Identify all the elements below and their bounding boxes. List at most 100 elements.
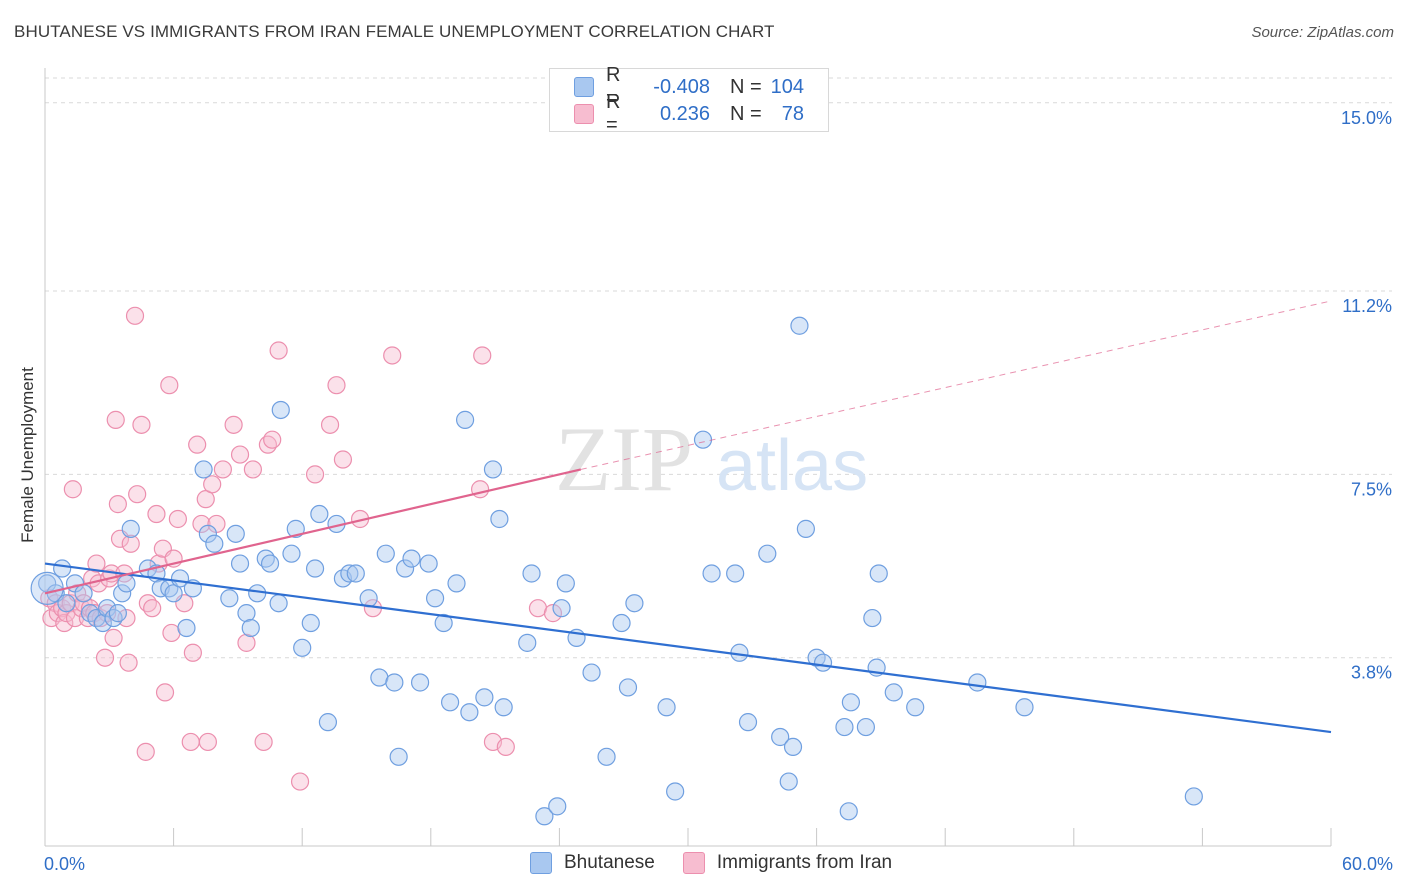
legend-label-bhutanese: Bhutanese [564,852,655,873]
data-point-iran [119,653,138,672]
trend-line-iran-extended [580,300,1332,470]
data-point-bhutanese [618,678,638,697]
data-point-bhutanese [301,613,320,633]
data-point-bhutanese [310,504,329,524]
series-legend: Bhutanese Immigrants from Iran [530,852,920,874]
data-point-bhutanese [693,430,713,449]
data-point-iran [473,346,492,365]
data-point-iran [143,599,162,618]
data-point-iran [237,633,256,652]
data-point-iran [230,445,250,464]
data-point-iran [543,604,563,623]
trend-line-iran [44,468,582,595]
data-point-bhutanese [758,544,777,563]
data-point-bhutanese [906,698,925,717]
data-point-bhutanese [271,400,290,420]
data-point-bhutanese [518,633,537,652]
data-point-bhutanese [286,519,305,538]
data-point-bhutanese [220,589,239,608]
data-point-bhutanese [226,524,245,543]
data-point-iran [269,341,288,360]
data-point-iran [125,306,145,325]
trend-line-bhutanese [44,562,1332,734]
watermark: ZIP atlas [555,408,868,510]
x-tick-label: 0.0% [44,854,85,874]
legend-row-iran: R = 0.236 N = 78 [574,91,804,136]
legend-swatch-blue [530,852,552,874]
data-point-iran [383,346,402,365]
data-point-bhutanese [869,564,888,583]
data-point-bhutanese [121,519,140,538]
data-point-bhutanese [419,554,438,573]
data-point-iran [528,599,548,618]
data-point-bhutanese [318,713,338,732]
data-point-bhutanese [402,549,421,568]
data-point-bhutanese [783,737,803,757]
data-point-bhutanese [813,653,833,672]
data-point-bhutanese [198,524,217,543]
y-tick-label: 3.8% [1351,663,1392,683]
data-point-bhutanese [98,599,117,618]
data-point-bhutanese [790,316,809,335]
data-point-iran [496,737,515,757]
data-point-bhutanese [779,772,798,791]
data-point-bhutanese [440,693,460,712]
series-bhutanese-points [30,316,1203,826]
data-point-iran [263,430,282,449]
data-point-bhutanese [108,604,127,623]
data-point-iran [181,732,200,752]
data-point-bhutanese [425,589,445,608]
data-point-iran [104,628,123,647]
trend-lines [44,300,1332,734]
legend-label-iran: Immigrants from Iran [716,852,893,873]
data-point-iran [147,504,166,524]
data-point-bhutanese [447,574,466,593]
data-point-iran [108,495,127,514]
data-point-bhutanese [269,594,288,613]
data-point-bhutanese [30,571,64,605]
data-point-iran [198,732,217,752]
data-point-bhutanese [884,683,903,702]
data-point-iran [136,742,155,761]
data-point-bhutanese [856,717,875,737]
chart-title: BHUTANESE VS IMMIGRANTS FROM IRAN FEMALE… [14,22,775,41]
data-point-iran [254,732,273,752]
data-point-iran [183,643,202,662]
data-point-bhutanese [841,693,860,712]
data-point-bhutanese [556,574,575,593]
legend-swatch-blue [574,77,594,97]
data-point-bhutanese [93,613,112,633]
x-tick-label: 60.0% [1342,854,1393,874]
data-point-bhutanese [968,673,987,692]
y-tick-label: 7.5% [1351,479,1392,499]
legend-r-label: R = [606,91,621,136]
legend-item-iran: Immigrants from Iran [682,852,893,874]
data-point-bhutanese [582,663,601,682]
data-point-iran [155,683,175,702]
data-point-bhutanese [657,698,676,717]
watermark-zip: ZIP [555,408,693,510]
series-iran-points [40,306,563,791]
data-point-bhutanese [522,564,541,583]
data-point-bhutanese [241,618,260,638]
data-point-bhutanese [57,594,76,613]
data-point-iran [290,772,310,791]
legend-swatch-pink [574,104,594,124]
data-point-iran [95,648,115,667]
legend-r-value: -0.408 [653,75,710,98]
data-point-iran [188,435,207,454]
legend-item-bhutanese: Bhutanese [530,852,655,874]
data-point-bhutanese [340,564,359,583]
data-point-bhutanese [177,618,196,638]
data-point-bhutanese [548,797,567,816]
data-point-bhutanese [460,703,479,722]
data-point-bhutanese [835,717,854,737]
data-point-iran [117,608,136,628]
data-point-iran [192,514,211,534]
data-point-bhutanese [260,554,280,573]
data-point-bhutanese [863,608,882,628]
data-point-bhutanese [385,673,404,692]
data-point-bhutanese [205,534,224,553]
y-tick-label: 15.0% [1341,108,1392,128]
